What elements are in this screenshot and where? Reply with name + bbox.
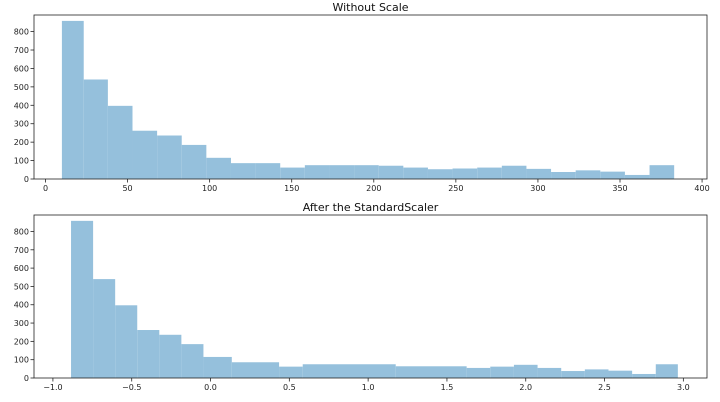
- histogram-bar: [526, 168, 552, 179]
- y-tick-label: 300: [14, 120, 29, 129]
- y-tick-label: 200: [14, 337, 29, 346]
- histogram-bar: [255, 163, 281, 179]
- histogram-bar: [71, 220, 94, 378]
- y-tick-label: 400: [14, 101, 29, 110]
- histogram-bar: [157, 135, 182, 179]
- x-tick-label: 300: [530, 184, 545, 193]
- histogram-bar: [181, 144, 207, 179]
- histogram-bar: [206, 157, 231, 179]
- y-tick-label: 100: [14, 157, 29, 166]
- x-tick-label: 2.5: [598, 383, 611, 392]
- histogram-bar: [132, 130, 158, 179]
- histogram-bar: [537, 367, 562, 378]
- histogram-bar: [279, 366, 303, 378]
- x-tick-label: 2.0: [519, 383, 532, 392]
- axes-frame: [33, 214, 708, 379]
- histogram-bar: [378, 165, 404, 179]
- y-tick-label: 600: [14, 264, 29, 273]
- histogram-bar: [655, 364, 678, 378]
- y-tick-label: 0: [24, 374, 29, 383]
- histogram-bar: [115, 305, 138, 378]
- histogram-bar: [501, 165, 527, 179]
- y-tick-label: 200: [14, 138, 29, 147]
- histogram-bar: [137, 330, 160, 378]
- histogram-bar: [395, 366, 467, 378]
- x-tick-label: 150: [284, 184, 299, 193]
- histogram-bar: [231, 362, 280, 378]
- histogram-bar: [608, 370, 633, 378]
- x-tick-label: 0.0: [204, 383, 217, 392]
- y-tick-label: 800: [14, 227, 29, 236]
- y-tick-label: 400: [14, 301, 29, 310]
- y-tick-label: 500: [14, 83, 29, 92]
- histogram-panel-1: Without Scale 0 50 100 150 200 250 300 350 400 0 10…: [14, 1, 710, 193]
- y-tick-label: 800: [14, 28, 29, 37]
- histogram-bar: [561, 371, 585, 378]
- histogram-bar: [513, 364, 538, 378]
- histogram-bar: [354, 165, 379, 179]
- histogram-bar: [83, 79, 108, 179]
- histogram-bar: [490, 366, 514, 378]
- histogram-bar: [230, 163, 256, 179]
- y-tick-label: 300: [14, 319, 29, 328]
- histogram-bar: [466, 367, 491, 378]
- x-tick-label: 350: [612, 184, 627, 193]
- x-tick-label: 50: [122, 184, 132, 193]
- histogram-bar: [427, 169, 453, 179]
- histogram-bar: [403, 167, 428, 179]
- histogram-bar: [624, 174, 650, 179]
- histogram-bar: [649, 165, 675, 179]
- histogram-bar: [329, 165, 355, 179]
- x-tick-label: 250: [448, 184, 463, 193]
- chart-title: After the StandardScaler: [303, 201, 439, 214]
- histogram-bar: [61, 20, 84, 180]
- histogram-bar: [600, 171, 625, 179]
- x-tick-label: 1.0: [362, 383, 375, 392]
- histogram-bar: [477, 167, 502, 179]
- y-tick-label: 600: [14, 64, 29, 73]
- histogram-bar: [632, 373, 656, 378]
- histogram-bar: [159, 334, 182, 378]
- x-tick-label: 400: [694, 184, 709, 193]
- y-tick-label: 700: [14, 46, 29, 55]
- histogram-bar: [551, 172, 576, 179]
- histogram-bar: [203, 356, 232, 378]
- y-tick-label: 700: [14, 246, 29, 255]
- x-tick-label: 0.5: [283, 383, 296, 392]
- y-tick-label: 500: [14, 282, 29, 291]
- histogram-bar: [304, 165, 330, 179]
- histogram-bar: [181, 344, 204, 378]
- x-tick-label: 1.5: [441, 383, 454, 392]
- histogram-bar: [452, 168, 478, 179]
- y-tick-label: 100: [14, 356, 29, 365]
- axes-frame: [33, 14, 708, 180]
- histogram-bar: [107, 105, 133, 179]
- histogram-panel-2: After the StandardScaler −1.0 −0.5 0.0 0.5 1.…: [14, 201, 708, 392]
- x-tick-label: 100: [202, 184, 217, 193]
- histogram-bar: [584, 369, 609, 378]
- y-tick-label: 0: [24, 175, 29, 184]
- x-tick-label: −0.5: [122, 383, 141, 392]
- histogram-bar: [302, 364, 396, 378]
- chart-title: Without Scale: [332, 1, 408, 14]
- histogram-bar: [280, 167, 305, 179]
- x-tick-label: 0: [43, 184, 48, 193]
- x-tick-label: −1.0: [43, 383, 62, 392]
- x-tick-label: 200: [366, 184, 381, 193]
- x-tick-label: 3.0: [677, 383, 690, 392]
- histogram-bar: [575, 170, 601, 179]
- histogram-bar: [93, 279, 116, 378]
